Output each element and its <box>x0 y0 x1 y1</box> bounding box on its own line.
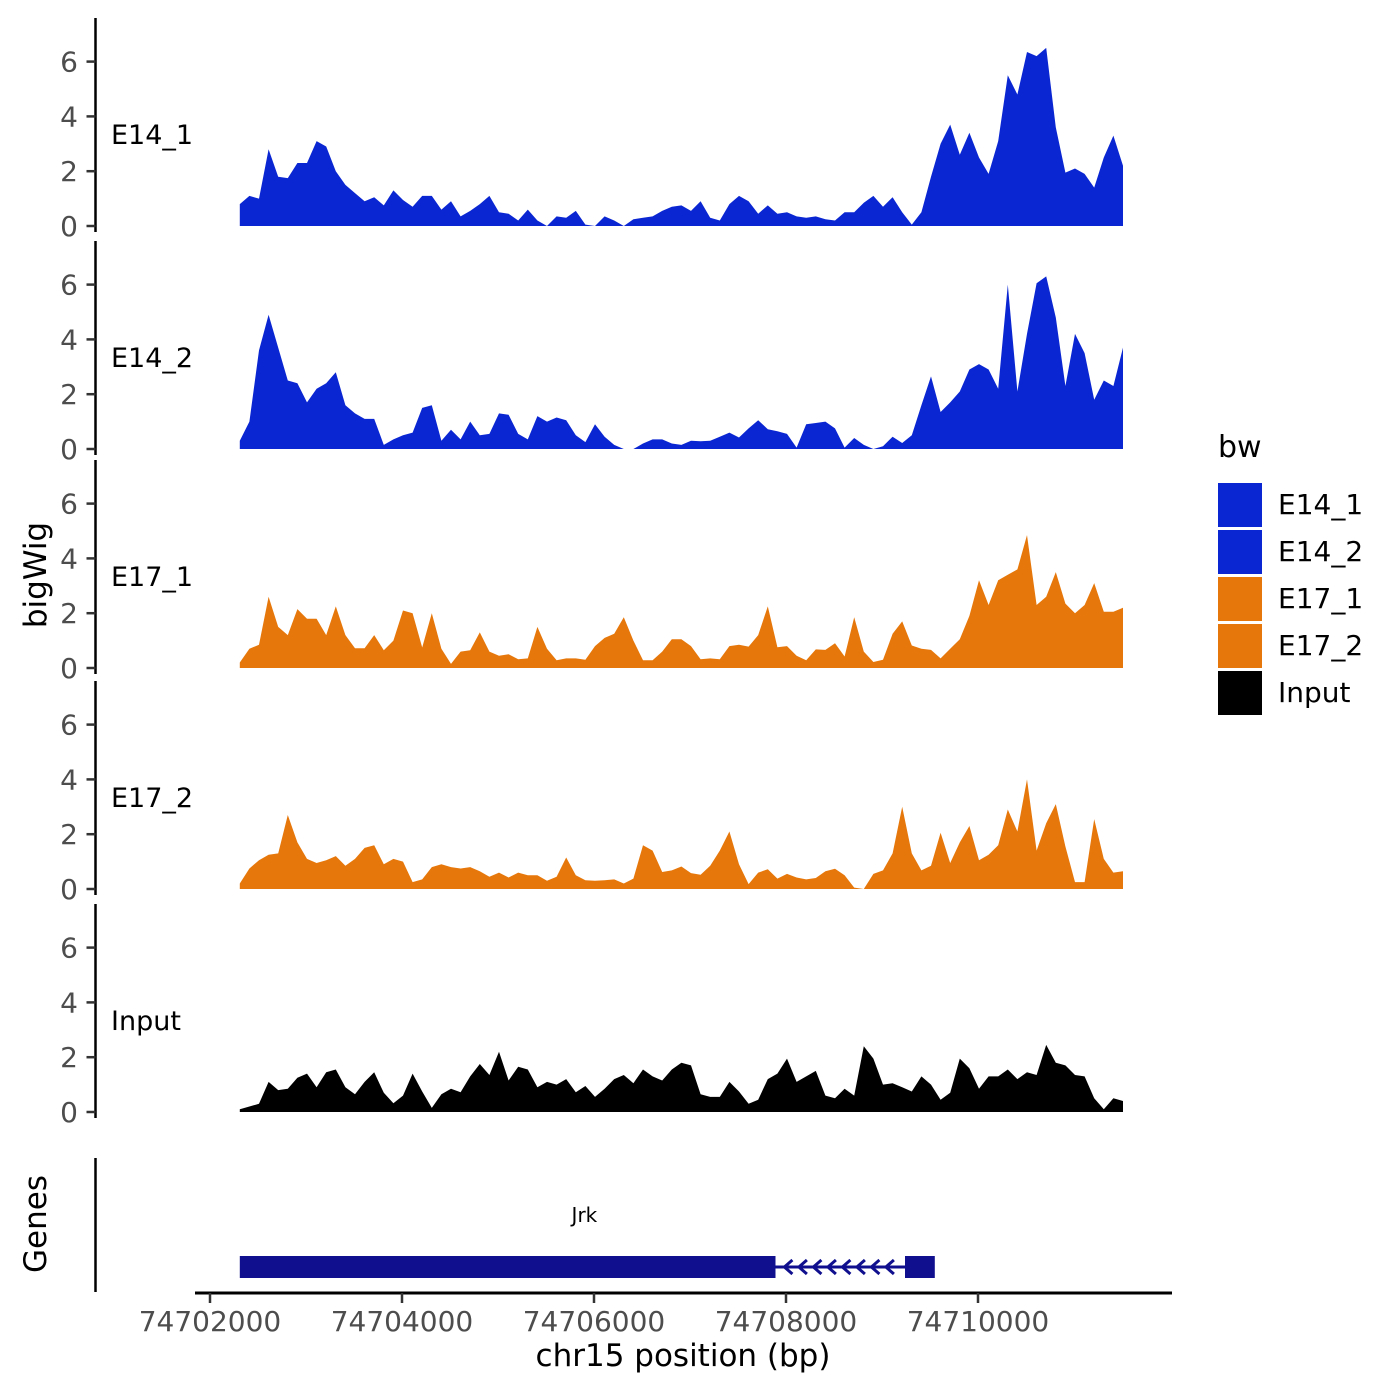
track-label-Input: Input <box>111 1006 181 1037</box>
legend-label: E17_1 <box>1278 582 1364 615</box>
track-label-E14_1: E14_1 <box>111 120 193 151</box>
y-tick-label: 4 <box>60 323 78 356</box>
signal-area-E17_1 <box>239 535 1124 668</box>
legend-item-E14_1: E14_1 <box>1218 481 1363 528</box>
signal-area-E17_2 <box>239 779 1124 889</box>
y-tick-label: 4 <box>60 542 78 575</box>
x-tick-label: 74708000 <box>715 1305 858 1338</box>
x-tick-label: 74704000 <box>331 1305 474 1338</box>
x-tick-label: 74706000 <box>523 1305 666 1338</box>
y-tick-label: 4 <box>60 763 78 796</box>
strand-arrow-icon <box>840 1258 852 1276</box>
legend-swatch-E17_2 <box>1218 623 1262 668</box>
x-axis-title: chr15 position (bp) <box>535 1338 831 1374</box>
legend-item-E17_1: E17_1 <box>1218 575 1363 622</box>
legend-item-E17_2: E17_2 <box>1218 622 1363 669</box>
y-tick-label: 2 <box>60 818 78 851</box>
track-label-E17_2: E17_2 <box>111 783 193 814</box>
y-tick-label: 2 <box>60 1041 78 1074</box>
legend-label: E17_2 <box>1278 629 1364 662</box>
x-tick-label: 74710000 <box>907 1305 1050 1338</box>
strand-arrow-icon <box>811 1258 823 1276</box>
strand-arrow-icon <box>883 1258 895 1276</box>
legend: bw E14_1 E14_2 E17_1 E17_2 Input <box>1218 430 1363 716</box>
y-tick-label: 0 <box>60 433 78 466</box>
legend-title: bw <box>1218 430 1262 465</box>
y-tick-label: 4 <box>60 986 78 1019</box>
legend-swatch-E17_1 <box>1218 576 1262 621</box>
y-axis-title: bigWig <box>18 521 54 629</box>
y-tick-label: 6 <box>60 932 78 965</box>
gene-exon <box>905 1256 935 1278</box>
x-axis: 74702000 74704000 74706000 74708000 74710000 <box>139 1291 1172 1338</box>
y-tick-label: 6 <box>60 269 78 302</box>
y-tick-label: 0 <box>60 210 78 243</box>
y-tick-label: 6 <box>60 488 78 521</box>
y-tick-label: 6 <box>60 709 78 742</box>
track-label-E17_1: E17_1 <box>111 562 193 593</box>
legend-item-Input: Input <box>1218 669 1363 716</box>
signal-area-Input <box>239 1044 1124 1112</box>
strand-arrow-icon <box>825 1258 837 1276</box>
y-tick-label: 0 <box>60 873 78 906</box>
legend-label: E14_2 <box>1278 535 1364 568</box>
panel-E17_2: 0 2 4 6 E17_2 <box>60 681 1124 906</box>
legend-swatch-Input <box>1218 670 1262 715</box>
y-tick-label: 4 <box>60 100 78 133</box>
gene-exon <box>239 1256 776 1278</box>
track-label-E14_2: E14_2 <box>111 343 193 374</box>
y-tick-label: 2 <box>60 155 78 188</box>
strand-arrow-icon <box>782 1258 794 1276</box>
y-tick-label: 0 <box>60 1096 78 1129</box>
strand-arrow-icon <box>854 1258 866 1276</box>
panel-E17_1: 0 2 4 6 E17_1 <box>60 460 1124 685</box>
legend-items: E14_1 E14_2 E17_1 E17_2 Input <box>1218 481 1363 716</box>
legend-label: E14_1 <box>1278 488 1364 521</box>
y-tick-label: 0 <box>60 652 78 685</box>
signal-area-E14_2 <box>239 276 1124 449</box>
panel-Input: 0 2 4 6 Input <box>60 904 1124 1129</box>
panel-E14_1: 0 2 4 6 E14_1 <box>60 18 1124 243</box>
legend-label: Input <box>1278 676 1351 709</box>
genes-panel: Jrk <box>94 1158 935 1292</box>
legend-swatch-E14_2 <box>1218 529 1262 574</box>
y-tick-label: 2 <box>60 378 78 411</box>
legend-swatch-E14_1 <box>1218 482 1262 527</box>
y-tick-label: 6 <box>60 46 78 79</box>
panel-E14_2: 0 2 4 6 E14_2 <box>60 241 1124 466</box>
legend-item-E14_2: E14_2 <box>1218 528 1363 575</box>
strand-arrow-icon <box>796 1258 808 1276</box>
y-tick-label: 2 <box>60 597 78 630</box>
signal-area-E14_1 <box>239 47 1124 227</box>
strand-arrow-icon <box>869 1258 881 1276</box>
gene-label: Jrk <box>570 1203 598 1227</box>
genes-axis-title: Genes <box>18 1175 54 1273</box>
x-tick-label: 74702000 <box>139 1305 282 1338</box>
